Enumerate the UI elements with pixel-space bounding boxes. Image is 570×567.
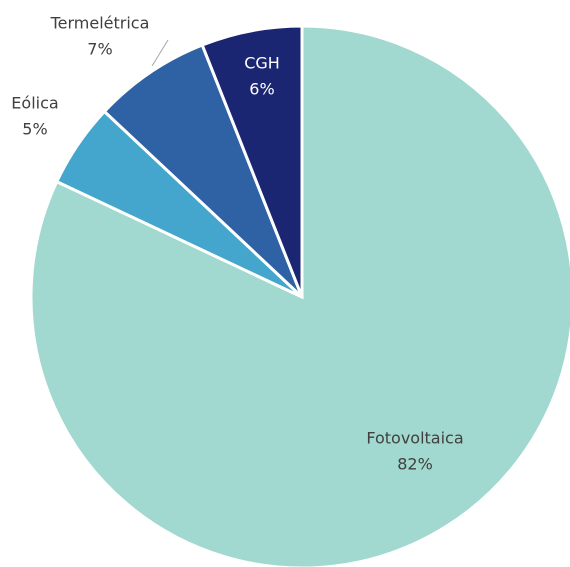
slice-value-label: 82% — [397, 455, 433, 474]
slice-label: Fotovoltaica — [366, 429, 463, 448]
slice-value-label: 6% — [249, 80, 274, 99]
slice-label: CGH — [244, 54, 280, 73]
slice-label: Eólica — [11, 94, 58, 113]
pie-slice — [200, 24, 304, 298]
pie-slice — [102, 43, 304, 299]
leader-line — [151, 39, 169, 67]
slice-value-label: 5% — [22, 120, 47, 139]
slice-value-label: 7% — [87, 40, 112, 59]
slice-label: Termelétrica — [50, 14, 150, 33]
